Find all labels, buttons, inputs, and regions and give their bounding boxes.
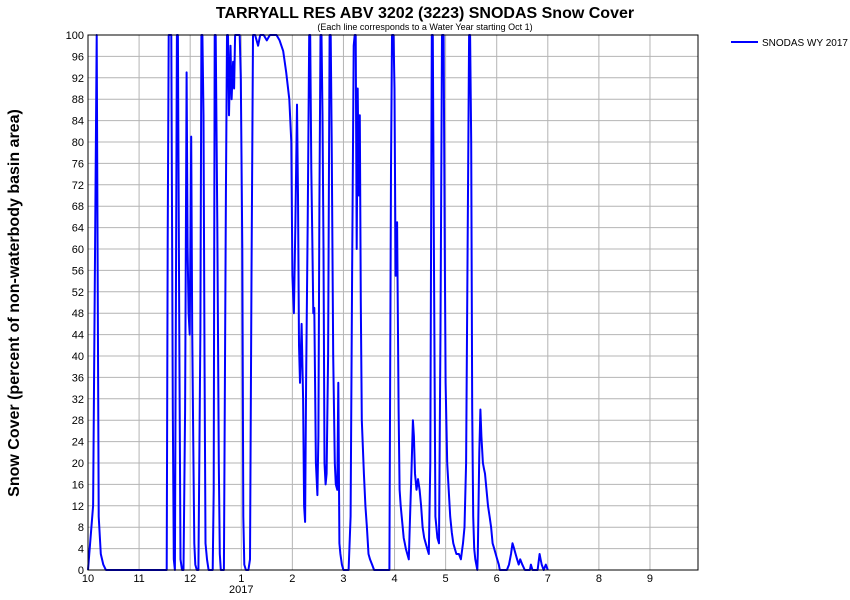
x-tick-label: 9 (647, 573, 653, 585)
plot-series (87, 34, 549, 571)
y-tick-label: 12 (72, 501, 84, 513)
y-axis-ticks: 0481216202428323640444852566064687276808… (66, 30, 84, 577)
y-tick-label: 88 (72, 94, 84, 106)
legend: SNODAS WY 2017 (731, 38, 848, 49)
y-tick-label: 72 (72, 180, 84, 192)
y-tick-label: 24 (72, 437, 84, 449)
y-tick-label: 52 (72, 287, 84, 299)
legend-label: SNODAS WY 2017 (762, 38, 848, 49)
y-tick-label: 32 (72, 394, 84, 406)
y-tick-label: 84 (72, 116, 84, 128)
series-line-wy2017 (87, 34, 549, 571)
y-tick-label: 20 (72, 458, 84, 470)
x-tick-label: 1 (238, 573, 244, 585)
x-tick-label: 6 (494, 573, 500, 585)
x-tick-label: 4 (391, 573, 397, 585)
y-tick-label: 80 (72, 137, 84, 149)
x-tick-label: 8 (596, 573, 602, 585)
y-tick-label: 76 (72, 158, 84, 170)
y-tick-label: 92 (72, 73, 84, 85)
y-tick-label: 64 (72, 223, 84, 235)
x-tick-label: 2 (289, 573, 295, 585)
plot-area-frame (87, 34, 699, 571)
y-tick-label: 40 (72, 351, 84, 363)
y-tick-label: 16 (72, 479, 84, 491)
x-tick-label: 10 (82, 573, 94, 585)
y-tick-label: 0 (78, 565, 84, 577)
x-tick-label: 5 (443, 573, 449, 585)
y-tick-label: 60 (72, 244, 84, 256)
x-tick-label: 7 (545, 573, 551, 585)
y-tick-label: 28 (72, 415, 84, 427)
y-axis-label: Snow Cover (percent of non-waterbody bas… (6, 109, 23, 497)
chart-subtitle: (Each line corresponds to a Water Year s… (317, 22, 532, 32)
y-tick-label: 56 (72, 265, 84, 277)
y-tick-label: 36 (72, 372, 84, 384)
y-tick-label: 96 (72, 51, 84, 63)
y-tick-label: 48 (72, 308, 84, 320)
x-year-label: 2017 (229, 584, 253, 596)
chart-title: TARRYALL RES ABV 3202 (3223) SNODAS Snow… (216, 5, 634, 22)
y-tick-label: 44 (72, 330, 84, 342)
y-tick-label: 100 (66, 30, 84, 42)
x-tick-label: 11 (133, 573, 144, 585)
y-tick-label: 68 (72, 201, 84, 213)
y-tick-label: 8 (78, 522, 84, 534)
y-tick-label: 4 (78, 544, 84, 556)
x-tick-label: 3 (340, 573, 346, 585)
x-tick-label: 12 (184, 573, 196, 585)
